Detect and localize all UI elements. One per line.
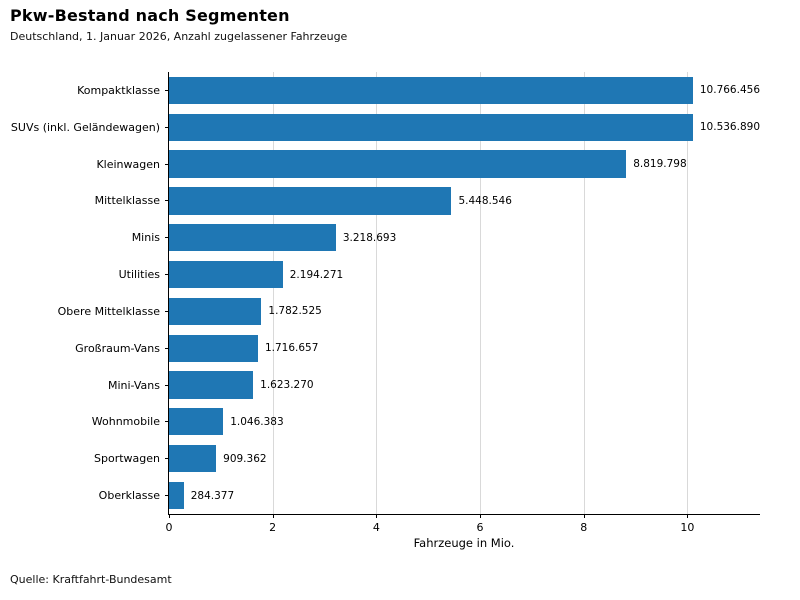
- bar: [169, 408, 224, 436]
- gridline: [376, 72, 378, 514]
- gridline: [480, 72, 482, 514]
- y-tick-mark: [165, 495, 169, 497]
- value-label: 1.623.270: [260, 379, 314, 392]
- bar-row: Wohnmobile 1.046.383: [92, 403, 760, 440]
- chart-title: Pkw-Bestand nach Segmenten: [10, 6, 290, 25]
- y-tick-mark: [165, 310, 169, 312]
- x-tick-mark: [687, 514, 689, 518]
- bar-row: Kleinwagen 8.819.798: [96, 146, 760, 183]
- x-tick-mark: [272, 514, 274, 518]
- bar: [169, 445, 217, 473]
- bar: [169, 371, 254, 399]
- y-tick-mark: [165, 200, 169, 202]
- value-label: 909.362: [223, 452, 267, 465]
- x-tick-mark: [480, 514, 482, 518]
- bar: [169, 481, 184, 510]
- x-tick-label: 0: [165, 521, 173, 534]
- bar-row: Mini-Vans 1.623.270: [108, 367, 760, 404]
- value-label: 3.218.693: [342, 231, 397, 244]
- bar: [169, 113, 693, 141]
- bar-rows: Kompaktklasse 10.766.456 SUVs (inkl. Gelän…: [11, 72, 760, 514]
- x-tick-label: 2: [269, 521, 277, 534]
- x-tick-mark: [169, 514, 170, 518]
- y-tick-mark: [165, 237, 169, 239]
- gridline: [687, 72, 689, 514]
- x-tick-mark: [376, 514, 378, 518]
- bar: [169, 260, 283, 289]
- bar-row: Oberklasse 284.377: [99, 477, 760, 514]
- category-label: Oberklasse: [98, 489, 160, 503]
- x-axis-label: Fahrzeuge in Mio.: [413, 536, 515, 550]
- category-label: Wohnmobile: [91, 415, 160, 429]
- y-tick-mark: [165, 458, 169, 460]
- x-tick-mark: [583, 514, 585, 518]
- value-label: 2.194.271: [289, 268, 344, 281]
- value-label: 10.536.890: [699, 121, 760, 134]
- category-label: Kleinwagen: [96, 157, 160, 171]
- value-label: 284.377: [190, 489, 235, 502]
- value-label: 1.716.657: [264, 342, 319, 355]
- bar-row: Minis 3.218.693: [132, 219, 760, 256]
- category-label: Sportwagen: [94, 452, 160, 466]
- category-label: SUVs (inkl. Geländewagen): [10, 120, 160, 134]
- category-label: Großraum-Vans: [75, 341, 160, 355]
- gridline: [272, 72, 274, 514]
- x-tick-label: 8: [580, 521, 588, 534]
- category-label: Minis: [131, 231, 160, 245]
- category-label: Mini-Vans: [107, 378, 160, 392]
- category-label: Mittelklasse: [94, 194, 160, 208]
- value-label: 1.782.525: [268, 305, 322, 318]
- y-tick-mark: [165, 89, 169, 91]
- gridline: [583, 72, 585, 514]
- value-label: 1.046.383: [230, 415, 284, 428]
- bar-row: Sportwagen 909.362: [94, 440, 760, 477]
- y-tick-mark: [165, 126, 169, 128]
- bar: [169, 297, 262, 325]
- bar: [169, 334, 258, 362]
- category-label: Obere Mittelklasse: [57, 304, 160, 318]
- value-label: 5.448.546: [458, 194, 512, 207]
- value-label: 10.766.456: [699, 84, 760, 97]
- bar: [169, 76, 693, 105]
- y-tick-mark: [165, 163, 169, 165]
- x-tick-label: 6: [476, 521, 484, 534]
- bar: [169, 224, 336, 252]
- chart-subtitle: Deutschland, 1. Januar 2026, Anzahl zuge…: [10, 30, 348, 43]
- y-tick-mark: [165, 384, 169, 386]
- bar: [169, 150, 627, 178]
- bar-row: Großraum-Vans 1.716.657: [75, 330, 760, 367]
- bar-row: Mittelklasse 5.448.546: [95, 182, 760, 219]
- x-tick-label: 4: [372, 521, 380, 534]
- plot-area: Kompaktklasse 10.766.456 SUVs (inkl. Gelän…: [11, 72, 760, 534]
- source-note: Quelle: Kraftfahrt-Bundesamt: [10, 573, 172, 586]
- x-tick-label: 10: [680, 521, 695, 534]
- bar-row: Utilities 2.194.271: [119, 256, 760, 293]
- y-tick-mark: [165, 421, 169, 423]
- category-label: Utilities: [118, 268, 160, 282]
- bar-row: SUVs (inkl. Geländewagen) 10.536.890: [11, 109, 760, 146]
- y-tick-mark: [165, 347, 169, 349]
- bar: [169, 187, 452, 215]
- value-label: 8.819.798: [633, 158, 687, 171]
- category-label: Kompaktklasse: [77, 83, 160, 97]
- bar-row: Obere Mittelklasse 1.782.525: [58, 293, 760, 330]
- bar-row: Kompaktklasse 10.766.456: [77, 72, 760, 109]
- y-tick-mark: [165, 274, 169, 276]
